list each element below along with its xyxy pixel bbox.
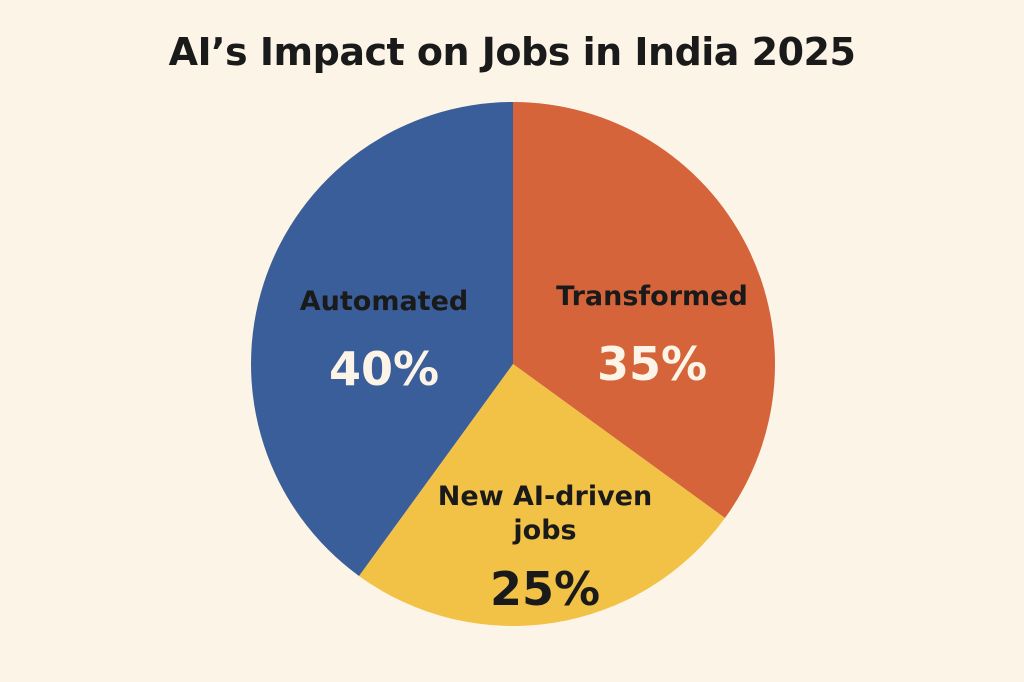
slice-label: New AI-driven <box>438 481 652 512</box>
pie-slice-new-ai-driven-jobs <box>359 364 725 626</box>
slice-label: jobs <box>512 515 576 546</box>
pie-slice-automated <box>251 102 513 576</box>
pie-slice-transformed <box>513 102 776 518</box>
slice-value-label: 25% <box>490 562 600 616</box>
chart-title: AI’s Impact on Jobs in India 2025 <box>168 30 856 74</box>
slice-label: Automated <box>300 286 468 317</box>
slice-label: Transformed <box>556 281 748 312</box>
slice-value-label: 40% <box>329 342 439 396</box>
slice-value-label: 35% <box>597 337 707 391</box>
